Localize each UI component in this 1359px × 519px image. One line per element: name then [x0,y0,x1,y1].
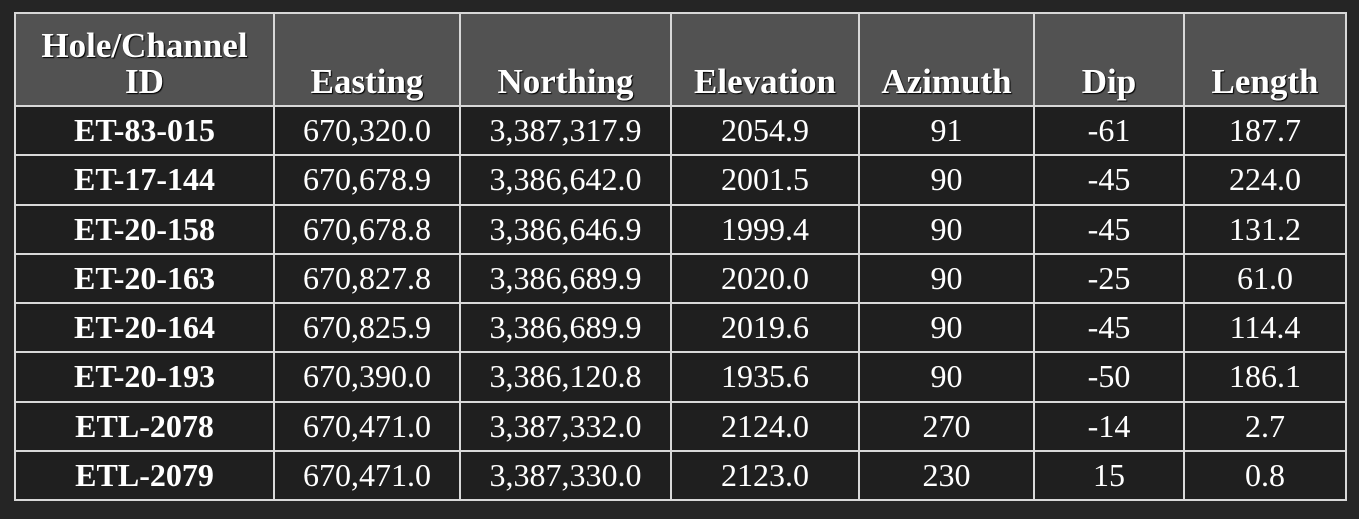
header-hole-channel-id-line2: ID [125,62,164,102]
cell-azimuth: 90 [858,301,1035,354]
table-row: ET-83-015 670,320.0 3,387,317.9 2054.9 91 -61… [14,104,1347,157]
cell-dip: -25 [1033,252,1185,305]
cell-azimuth: 90 [858,154,1035,206]
cell-easting: 670,825.9 [273,301,461,354]
cell-hole-channel-id: ET-17-144 [14,154,275,206]
cell-northing: 3,386,120.8 [459,351,672,403]
cell-northing: 3,387,330.0 [459,449,672,502]
cell-length: 61.0 [1183,252,1347,305]
header-dip: Dip [1033,12,1185,107]
cell-elevation: 2019.6 [670,301,860,354]
cell-easting: 670,320.0 [273,104,461,157]
table-body: ET-83-015 670,320.0 3,387,317.9 2054.9 91 -61… [14,104,1347,502]
header-easting: Easting [273,12,461,107]
cell-hole-channel-id: ET-20-158 [14,203,275,255]
header-northing: Northing [459,12,672,107]
cell-azimuth: 90 [858,351,1035,403]
cell-dip: -61 [1033,104,1185,157]
cell-length: 186.1 [1183,351,1347,403]
header-azimuth: Azimuth [858,12,1035,107]
cell-hole-channel-id: ET-20-163 [14,252,275,305]
header-length: Length [1183,12,1347,107]
table-row: ET-20-158 670,678.8 3,386,646.9 1999.4 90 -45… [14,203,1347,255]
header-hole-channel-id: Hole/Channel ID [14,12,275,107]
cell-easting: 670,390.0 [273,351,461,403]
cell-length: 131.2 [1183,203,1347,255]
table-row: ET-20-193 670,390.0 3,386,120.8 1935.6 90 -50… [14,351,1347,403]
cell-easting: 670,827.8 [273,252,461,305]
cell-length: 187.7 [1183,104,1347,157]
cell-northing: 3,386,646.9 [459,203,672,255]
cell-length: 2.7 [1183,400,1347,452]
cell-elevation: 2054.9 [670,104,860,157]
cell-hole-channel-id: ET-20-193 [14,351,275,403]
cell-northing: 3,386,689.9 [459,301,672,354]
cell-dip: -14 [1033,400,1185,452]
cell-easting: 670,678.8 [273,203,461,255]
table-row: ETL-2078 670,471.0 3,387,332.0 2124.0 270 -14… [14,400,1347,452]
cell-northing: 3,386,689.9 [459,252,672,305]
cell-hole-channel-id: ETL-2079 [14,449,275,502]
cell-azimuth: 270 [858,400,1035,452]
drill-hole-table-container: Hole/Channel ID Easting Northing Elevatio… [14,12,1347,502]
table-row: ET-20-163 670,827.8 3,386,689.9 2020.0 90 -25… [14,252,1347,305]
cell-hole-channel-id: ET-20-164 [14,301,275,354]
cell-azimuth: 90 [858,203,1035,255]
cell-azimuth: 90 [858,252,1035,305]
header-hole-channel-id-line1: Hole/Channel [41,25,248,65]
cell-elevation: 2124.0 [670,400,860,452]
cell-easting: 670,471.0 [273,449,461,502]
cell-hole-channel-id: ET-83-015 [14,104,275,157]
table-row: ET-20-164 670,825.9 3,386,689.9 2019.6 90 -45… [14,301,1347,354]
cell-elevation: 2001.5 [670,154,860,206]
cell-elevation: 1999.4 [670,203,860,255]
cell-hole-channel-id: ETL-2078 [14,400,275,452]
cell-easting: 670,471.0 [273,400,461,452]
cell-azimuth: 91 [858,104,1035,157]
header-elevation: Elevation [670,12,860,107]
cell-elevation: 2020.0 [670,252,860,305]
table-header-row: Hole/Channel ID Easting Northing Elevatio… [14,12,1347,107]
cell-length: 0.8 [1183,449,1347,502]
cell-elevation: 2123.0 [670,449,860,502]
cell-length: 224.0 [1183,154,1347,206]
drill-hole-table: Hole/Channel ID Easting Northing Elevatio… [14,12,1347,502]
cell-easting: 670,678.9 [273,154,461,206]
table-row: ETL-2079 670,471.0 3,387,330.0 2123.0 230 15 0… [14,449,1347,502]
cell-northing: 3,387,332.0 [459,400,672,452]
cell-elevation: 1935.6 [670,351,860,403]
cell-dip: -45 [1033,154,1185,206]
cell-northing: 3,387,317.9 [459,104,672,157]
cell-dip: 15 [1033,449,1185,502]
cell-azimuth: 230 [858,449,1035,502]
cell-northing: 3,386,642.0 [459,154,672,206]
cell-dip: -50 [1033,351,1185,403]
cell-dip: -45 [1033,301,1185,354]
cell-length: 114.4 [1183,301,1347,354]
table-row: ET-17-144 670,678.9 3,386,642.0 2001.5 90 -45… [14,154,1347,206]
cell-dip: -45 [1033,203,1185,255]
